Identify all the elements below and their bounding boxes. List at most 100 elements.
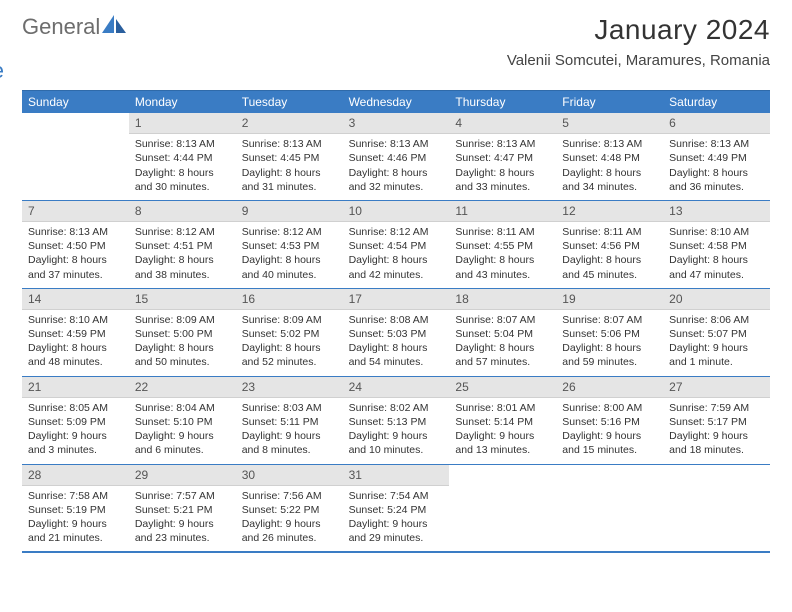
calendar-cell: .	[556, 465, 663, 552]
calendar-cell: 8Sunrise: 8:12 AMSunset: 4:51 PMDaylight…	[129, 201, 236, 288]
sunrise-text: Sunrise: 8:09 AM	[242, 313, 337, 327]
day-number: 14	[22, 289, 129, 310]
daylight2-text: and 42 minutes.	[349, 268, 444, 282]
day-number: 4	[449, 113, 556, 134]
calendar-cell: 5Sunrise: 8:13 AMSunset: 4:48 PMDaylight…	[556, 113, 663, 200]
day-number: 27	[663, 377, 770, 398]
sunrise-text: Sunrise: 8:13 AM	[562, 137, 657, 151]
sunset-text: Sunset: 4:47 PM	[455, 151, 550, 165]
brand-text-general: General	[22, 14, 100, 40]
sunset-text: Sunset: 5:07 PM	[669, 327, 764, 341]
sunset-text: Sunset: 4:58 PM	[669, 239, 764, 253]
daylight1-text: Daylight: 8 hours	[242, 253, 337, 267]
daylight1-text: Daylight: 8 hours	[349, 253, 444, 267]
calendar-cell: 25Sunrise: 8:01 AMSunset: 5:14 PMDayligh…	[449, 377, 556, 464]
day-number: 24	[343, 377, 450, 398]
daylight1-text: Daylight: 8 hours	[562, 341, 657, 355]
sunrise-text: Sunrise: 8:11 AM	[455, 225, 550, 239]
daylight1-text: Daylight: 9 hours	[28, 429, 123, 443]
calendar-cell: 3Sunrise: 8:13 AMSunset: 4:46 PMDaylight…	[343, 113, 450, 200]
daylight1-text: Daylight: 9 hours	[349, 429, 444, 443]
sunrise-text: Sunrise: 8:00 AM	[562, 401, 657, 415]
day-number: 11	[449, 201, 556, 222]
calendar-cell: 29Sunrise: 7:57 AMSunset: 5:21 PMDayligh…	[129, 465, 236, 552]
sunrise-text: Sunrise: 8:13 AM	[28, 225, 123, 239]
calendar-cell: 16Sunrise: 8:09 AMSunset: 5:02 PMDayligh…	[236, 289, 343, 376]
day-number: 17	[343, 289, 450, 310]
sunset-text: Sunset: 4:50 PM	[28, 239, 123, 253]
calendar-cell: 10 Sunrise: 8:12 AMSunset: 4:54 PMDayligh…	[343, 201, 450, 288]
day-number: 5	[556, 113, 663, 134]
calendar-cell: 27Sunrise: 7:59 AMSunset: 5:17 PMDayligh…	[663, 377, 770, 464]
sunrise-text: Sunrise: 7:57 AM	[135, 489, 230, 503]
day-number: 10	[343, 201, 450, 222]
sunrise-text: Sunrise: 7:59 AM	[669, 401, 764, 415]
daylight2-text: and 8 minutes.	[242, 443, 337, 457]
sunrise-text: Sunrise: 8:09 AM	[135, 313, 230, 327]
daylight2-text: and 54 minutes.	[349, 355, 444, 369]
weekday-header: Monday	[129, 91, 236, 113]
sunset-text: Sunset: 4:46 PM	[349, 151, 444, 165]
daylight2-text: and 21 minutes.	[28, 531, 123, 545]
day-number: 19	[556, 289, 663, 310]
sunrise-text: Sunrise: 7:54 AM	[349, 489, 444, 503]
sunset-text: Sunset: 4:56 PM	[562, 239, 657, 253]
daylight2-text: and 37 minutes.	[28, 268, 123, 282]
calendar-cell: 31Sunrise: 7:54 AMSunset: 5:24 PMDayligh…	[343, 465, 450, 552]
daylight1-text: Daylight: 8 hours	[28, 341, 123, 355]
brand-sail-icon	[102, 15, 128, 40]
sunrise-text: Sunrise: 8:10 AM	[669, 225, 764, 239]
sunrise-text: Sunrise: 8:02 AM	[349, 401, 444, 415]
month-title: January 2024	[507, 14, 770, 46]
sunset-text: Sunset: 5:11 PM	[242, 415, 337, 429]
calendar-cell: .	[22, 113, 129, 200]
sunset-text: Sunset: 5:09 PM	[28, 415, 123, 429]
daylight1-text: Daylight: 9 hours	[669, 341, 764, 355]
daylight2-text: and 15 minutes.	[562, 443, 657, 457]
daylight2-text: and 30 minutes.	[135, 180, 230, 194]
sunset-text: Sunset: 5:24 PM	[349, 503, 444, 517]
calendar: Sunday Monday Tuesday Wednesday Thursday…	[0, 90, 792, 553]
sunset-text: Sunset: 4:53 PM	[242, 239, 337, 253]
day-number: 1	[129, 113, 236, 134]
daylight2-text: and 13 minutes.	[455, 443, 550, 457]
sunrise-text: Sunrise: 8:06 AM	[669, 313, 764, 327]
calendar-row: 14Sunrise: 8:10 AMSunset: 4:59 PMDayligh…	[22, 289, 770, 377]
daylight1-text: Daylight: 8 hours	[669, 166, 764, 180]
daylight1-text: Daylight: 8 hours	[455, 166, 550, 180]
sunrise-text: Sunrise: 8:13 AM	[242, 137, 337, 151]
daylight1-text: Daylight: 9 hours	[455, 429, 550, 443]
weekday-header: Thursday	[449, 91, 556, 113]
daylight2-text: and 29 minutes.	[349, 531, 444, 545]
day-number: 2	[236, 113, 343, 134]
calendar-cell: 11Sunrise: 8:11 AMSunset: 4:55 PMDayligh…	[449, 201, 556, 288]
day-number: 29	[129, 465, 236, 486]
daylight1-text: Daylight: 8 hours	[28, 253, 123, 267]
sunrise-text: Sunrise: 8:13 AM	[669, 137, 764, 151]
calendar-cell: 30Sunrise: 7:56 AMSunset: 5:22 PMDayligh…	[236, 465, 343, 552]
calendar-cell: 21Sunrise: 8:05 AMSunset: 5:09 PMDayligh…	[22, 377, 129, 464]
calendar-cell: 4Sunrise: 8:13 AMSunset: 4:47 PMDaylight…	[449, 113, 556, 200]
daylight1-text: Daylight: 8 hours	[242, 166, 337, 180]
sunrise-text: Sunrise: 8:05 AM	[28, 401, 123, 415]
sunset-text: Sunset: 4:55 PM	[455, 239, 550, 253]
daylight2-text: and 26 minutes.	[242, 531, 337, 545]
sunset-text: Sunset: 5:17 PM	[669, 415, 764, 429]
calendar-cell: 7Sunrise: 8:13 AMSunset: 4:50 PMDaylight…	[22, 201, 129, 288]
location-text: Valenii Somcutei, Maramures, Romania	[507, 52, 770, 69]
daylight2-text: and 52 minutes.	[242, 355, 337, 369]
calendar-cell: 12Sunrise: 8:11 AMSunset: 4:56 PMDayligh…	[556, 201, 663, 288]
day-number: 16	[236, 289, 343, 310]
sunset-text: Sunset: 4:54 PM	[349, 239, 444, 253]
day-number: 30	[236, 465, 343, 486]
sunrise-text: Sunrise: 8:01 AM	[455, 401, 550, 415]
calendar-cell: 24Sunrise: 8:02 AMSunset: 5:13 PMDayligh…	[343, 377, 450, 464]
sunrise-text: Sunrise: 8:12 AM	[349, 225, 444, 239]
day-number: 22	[129, 377, 236, 398]
sunrise-text: Sunrise: 8:07 AM	[455, 313, 550, 327]
day-number: 12	[556, 201, 663, 222]
sunset-text: Sunset: 4:49 PM	[669, 151, 764, 165]
calendar-cell: 13Sunrise: 8:10 AMSunset: 4:58 PMDayligh…	[663, 201, 770, 288]
calendar-row: 21Sunrise: 8:05 AMSunset: 5:09 PMDayligh…	[22, 377, 770, 465]
brand-text-blue: Blue	[0, 58, 128, 84]
